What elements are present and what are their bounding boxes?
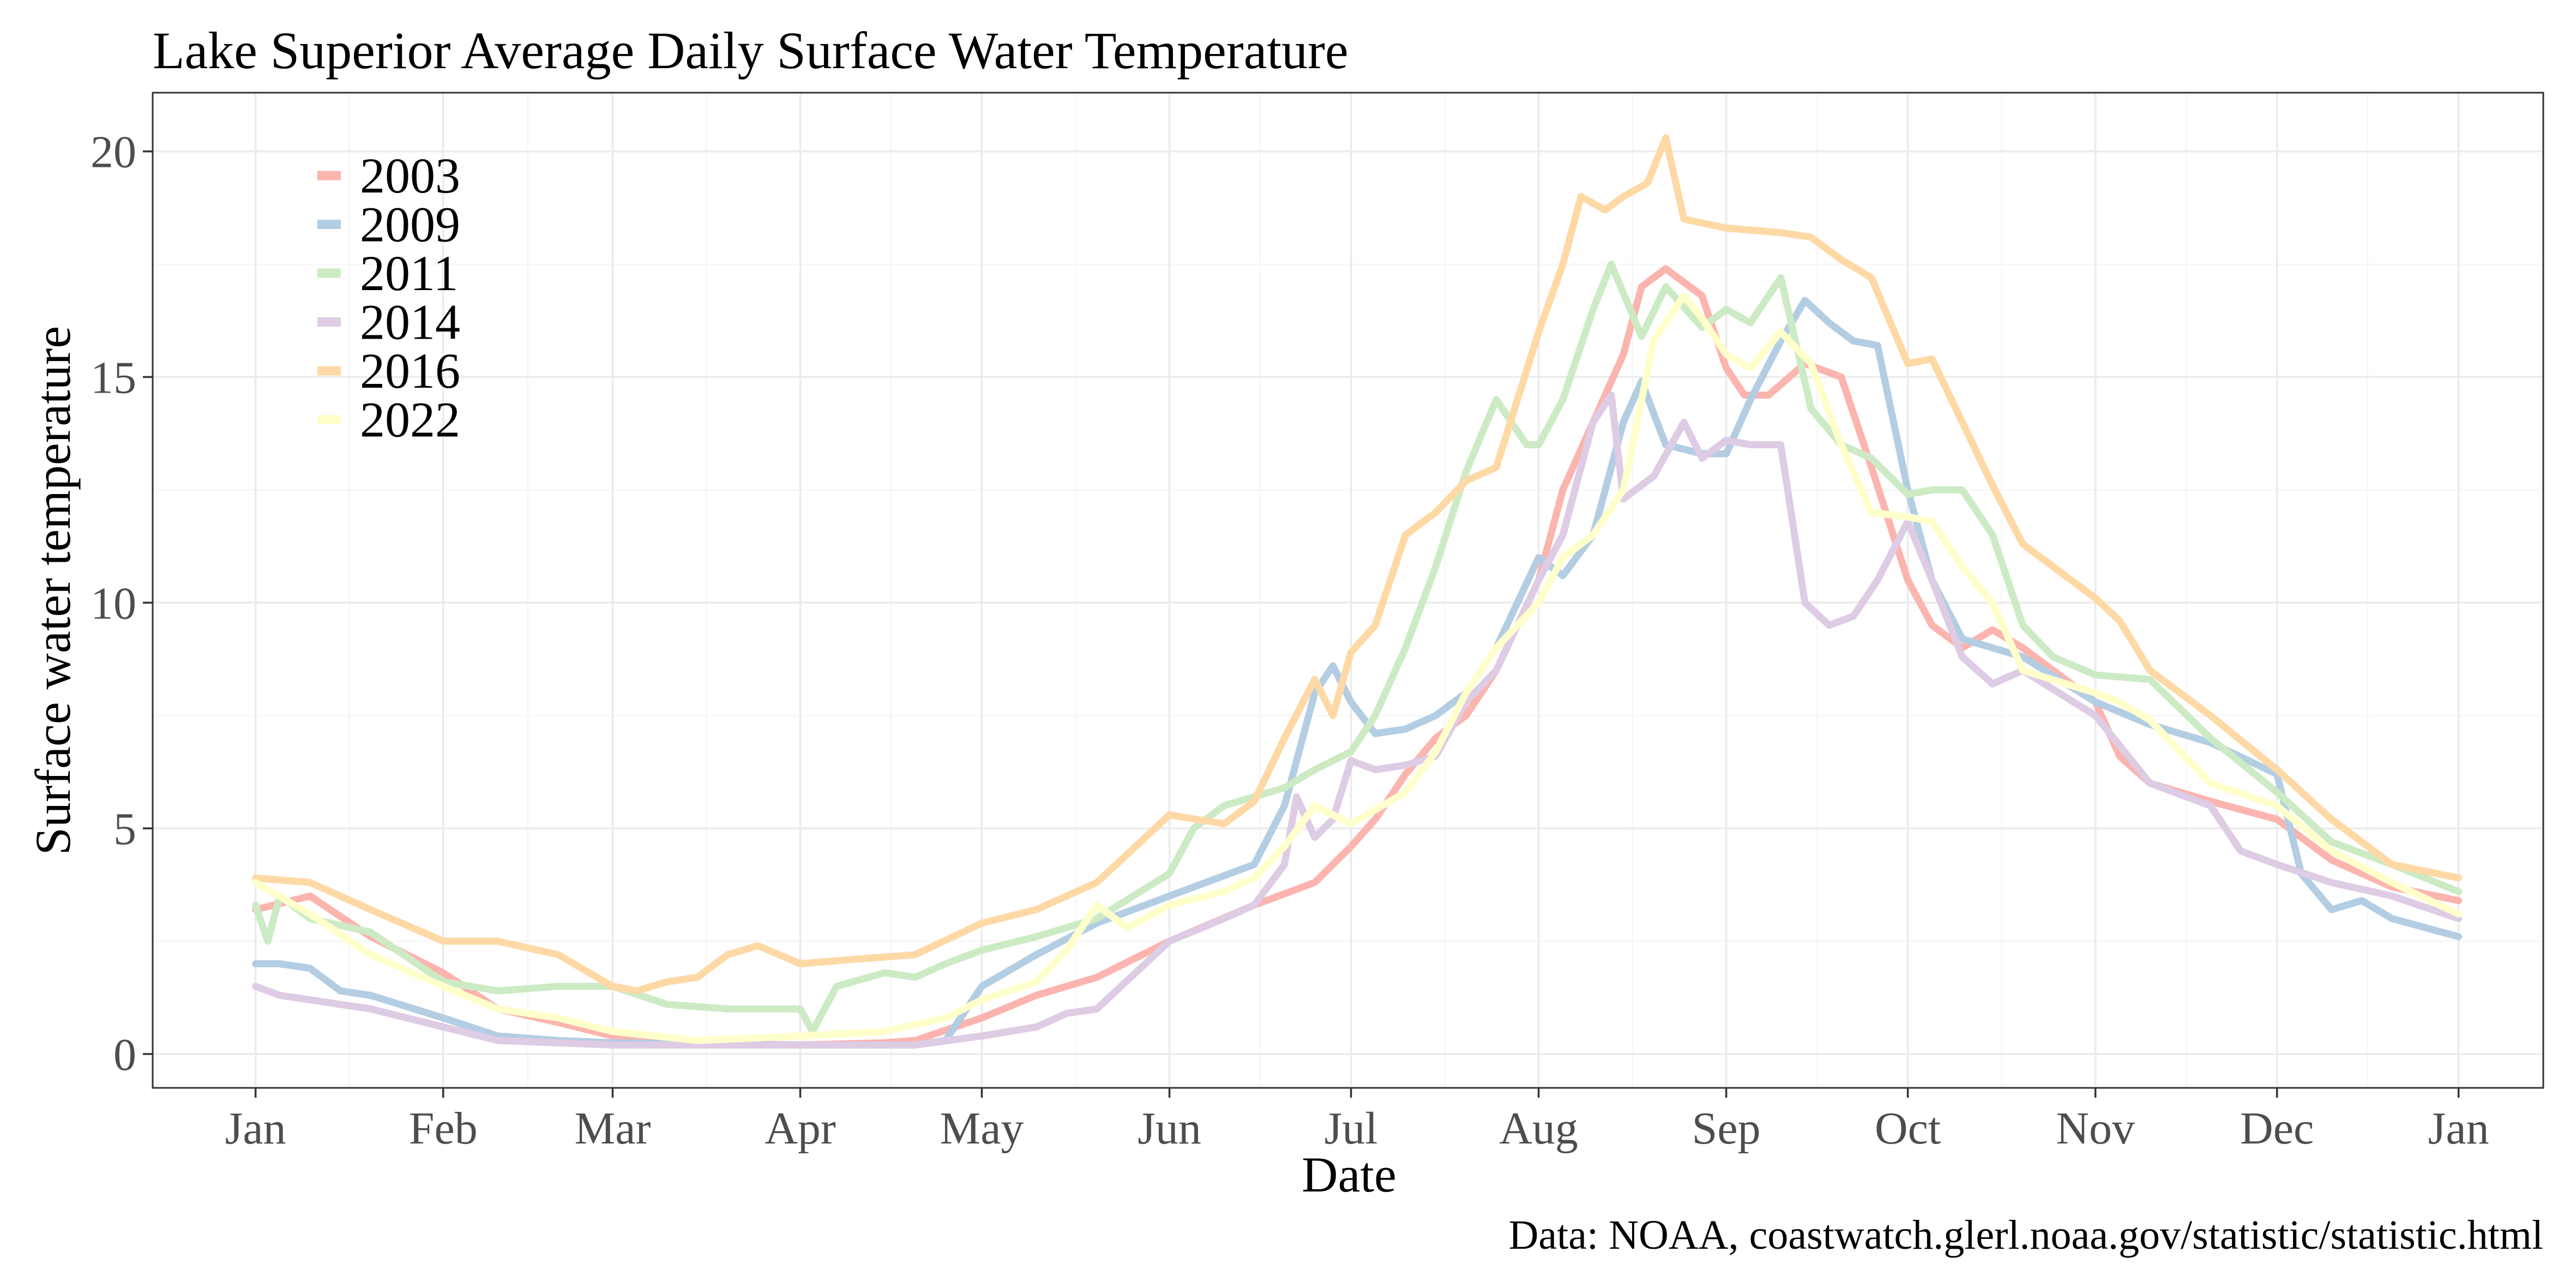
legend-label-2014: 2014	[360, 294, 460, 350]
x-tick-label: Dec	[2240, 1103, 2314, 1154]
y-tick-label: 20	[91, 127, 136, 178]
series-line-2016	[252, 134, 2463, 995]
legend-label-2022: 2022	[360, 392, 460, 448]
x-tick-label: Jan	[225, 1103, 286, 1154]
legend-label-2011: 2011	[360, 245, 459, 301]
series-lines	[252, 134, 2463, 1049]
series-line-2022	[252, 292, 2463, 1044]
legend-label-2009: 2009	[360, 197, 460, 252]
x-tick-label: Sep	[1692, 1103, 1761, 1154]
series-line-2014	[252, 392, 2463, 1049]
legend-label-2016: 2016	[360, 343, 460, 399]
y-axis: 0 5 10 15 20	[91, 127, 153, 1080]
x-tick-label: Aug	[1499, 1103, 1578, 1154]
x-tick-label: Nov	[2056, 1103, 2135, 1154]
legend-label-2003: 2003	[360, 148, 460, 203]
x-tick-label: Jun	[1137, 1103, 1201, 1154]
y-tick-label: 10	[91, 578, 136, 629]
x-tick-label: Jan	[2428, 1103, 2489, 1154]
x-tick-label: Feb	[409, 1103, 478, 1154]
plot-panel	[153, 93, 2543, 1088]
x-tick-label: Apr	[765, 1103, 836, 1154]
x-axis-title: Date	[1302, 1147, 1397, 1202]
plot-area	[152, 92, 2544, 1089]
y-axis-title: Surface water temperature	[25, 326, 81, 856]
x-tick-label: Oct	[1875, 1103, 1941, 1154]
y-tick-label: 15	[91, 352, 136, 403]
series-line-2011	[252, 261, 2463, 1035]
x-tick-label: Mar	[575, 1103, 651, 1154]
x-axis: Jan Feb Mar Apr May Jun Jul Aug Sep Oct Nov Dec Jan	[225, 1088, 2489, 1154]
x-tick-label: May	[940, 1103, 1024, 1154]
y-tick-label: 5	[113, 804, 136, 854]
y-tick-label: 0	[113, 1030, 136, 1080]
plot-border	[152, 92, 2544, 1089]
chart-caption: Data: NOAA, coastwatch.glerl.noaa.gov/st…	[1509, 1212, 2543, 1258]
x-tick-label: Jul	[1325, 1103, 1378, 1154]
chart-title: Lake Superior Average Daily Surface Wate…	[153, 21, 1349, 80]
